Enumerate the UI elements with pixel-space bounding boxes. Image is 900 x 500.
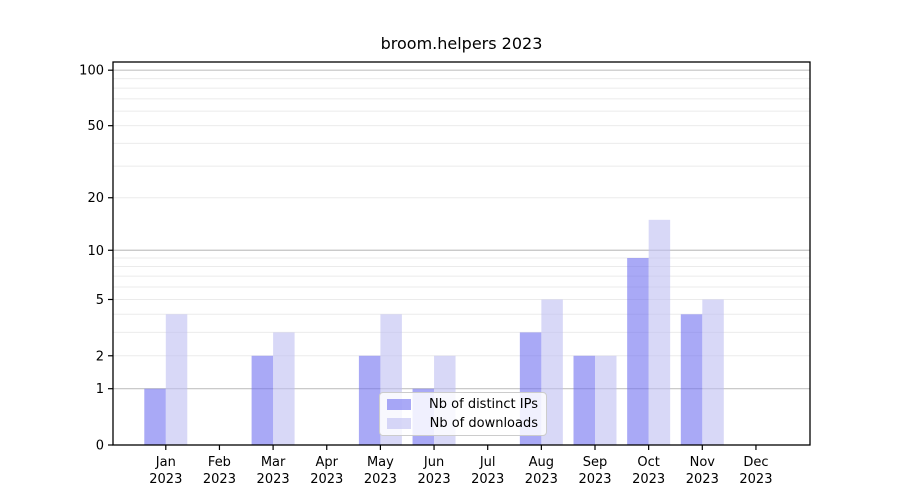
x-tick-label-month: Jul [479, 455, 496, 470]
legend-swatch-downloads [387, 418, 411, 429]
x-tick-label-year: 2023 [203, 472, 236, 487]
x-tick-label-month: Mar [261, 455, 286, 470]
bar-downloads-sep [595, 355, 617, 445]
x-tick-label-year: 2023 [471, 472, 504, 487]
legend-label-distinct-ips: Nb of distinct IPs [429, 397, 538, 412]
axes-frame [112, 61, 811, 446]
x-tick-label-month: Dec [743, 455, 768, 470]
bar-downloads-nov [702, 299, 724, 445]
x-tick-label-month: Feb [208, 455, 231, 470]
x-tick-label-year: 2023 [364, 472, 397, 487]
x-tick-label-year: 2023 [525, 472, 558, 487]
bar-distinct-ips-nov [680, 314, 703, 445]
bar-distinct-ips-mar [251, 355, 274, 445]
x-tick-label-year: 2023 [739, 472, 772, 487]
y-tick-label: 1 [96, 382, 104, 397]
x-tick-label-month: Apr [316, 455, 339, 470]
bar-downloads-oct [648, 219, 671, 445]
chart-title: broom.helpers 2023 [380, 34, 543, 53]
y-tick-label: 20 [87, 191, 104, 206]
y-tick-label: 2 [96, 349, 104, 364]
y-tick-label: 5 [96, 293, 104, 308]
bar-distinct-ips-oct [627, 258, 649, 445]
x-tick-label-month: Oct [637, 455, 659, 470]
bar-distinct-ips-sep [573, 355, 595, 445]
y-tick-label: 10 [87, 244, 104, 259]
y-tick-label: 50 [87, 119, 104, 134]
bar-downloads-jan [165, 314, 188, 445]
legend-item-distinct-ips: Nb of distinct IPs [387, 397, 538, 412]
y-tick-label: 0 [96, 439, 104, 454]
x-tick-label-month: May [367, 455, 394, 470]
x-tick-label-year: 2023 [686, 472, 719, 487]
legend: Nb of distinct IPs Nb of downloads [379, 392, 547, 436]
x-tick-label-year: 2023 [310, 472, 343, 487]
x-tick-label-year: 2023 [418, 472, 451, 487]
x-tick-label-month: Nov [690, 455, 716, 470]
bar-downloads-mar [273, 332, 295, 445]
x-tick-label-month: Sep [583, 455, 608, 470]
y-tick-label: 100 [79, 64, 104, 79]
legend-item-downloads: Nb of downloads [387, 416, 538, 431]
legend-swatch-distinct-ips [387, 399, 411, 410]
bar-distinct-ips-may [358, 355, 381, 445]
bar-distinct-ips-jan [144, 388, 166, 445]
x-tick-label-month: Aug [529, 455, 554, 470]
legend-label-downloads: Nb of downloads [429, 416, 538, 431]
x-tick-label-year: 2023 [578, 472, 611, 487]
x-tick-label-month: Jan [155, 455, 176, 470]
x-tick-label-year: 2023 [149, 472, 182, 487]
x-tick-label-year: 2023 [632, 472, 665, 487]
x-tick-label-month: Jun [423, 455, 444, 470]
x-tick-label-year: 2023 [257, 472, 290, 487]
